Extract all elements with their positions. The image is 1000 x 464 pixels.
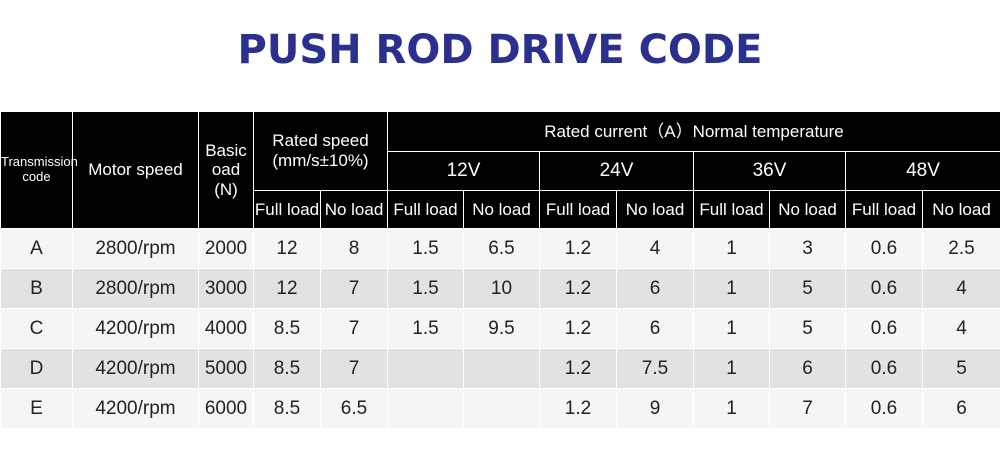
cell-speed-no: 7	[320, 348, 388, 389]
header-transmission-line1: Transmission	[1, 154, 78, 170]
header-48v-full-load: Full load	[845, 190, 923, 229]
header-basic-line1: Basic	[205, 140, 247, 160]
header-basic-line2: oad	[211, 160, 241, 180]
cell-code: E	[0, 388, 73, 429]
cell-basic-load: 4000	[198, 308, 254, 349]
cell-12v-no	[463, 348, 540, 389]
cell-speed-no: 8	[320, 228, 388, 269]
cell-12v-no: 10	[463, 268, 540, 309]
drive-code-table: Transmission code Motor speed Basic oad …	[0, 111, 1000, 429]
cell-48v-no: 4	[921, 308, 1000, 349]
cell-speed-no: 7	[320, 308, 388, 349]
header-rated-current: Rated current（A）Normal temperature	[386, 111, 1000, 152]
header-12v-no-load: No load	[463, 190, 540, 229]
table-row: E 4200/rpm 6000 8.5 6.5 1.2 9 1 7 0.6 6	[0, 388, 1000, 429]
cell-36v-no: 6	[769, 348, 846, 389]
cell-36v-full: 1	[693, 308, 770, 349]
header-speed-no-load: No load	[320, 190, 388, 229]
header-rated-speed-line2: (mm/s±10%)	[272, 151, 369, 170]
header-motor-speed: Motor speed	[72, 111, 199, 229]
cell-code: B	[0, 268, 73, 309]
header-basic-line3: (N)	[214, 179, 238, 199]
header-rated-speed: Rated speed (mm/s±10%)	[253, 111, 388, 191]
cell-48v-full: 0.6	[845, 388, 923, 429]
cell-36v-no: 3	[769, 228, 846, 269]
cell-24v-no: 6	[616, 268, 694, 309]
cell-24v-full: 1.2	[539, 388, 617, 429]
cell-12v-no: 9.5	[463, 308, 540, 349]
cell-24v-no: 4	[616, 228, 694, 269]
header-48v-no-load: No load	[921, 190, 1000, 229]
header-24v-no-load: No load	[616, 190, 694, 229]
page-title: PUSH ROD DRIVE CODE	[237, 27, 763, 73]
cell-speed-full: 8.5	[253, 308, 321, 349]
cell-48v-no: 2.5	[921, 228, 1000, 269]
cell-48v-no: 4	[921, 268, 1000, 309]
header-transmission-line2: code	[22, 169, 51, 184]
cell-basic-load: 3000	[198, 268, 254, 309]
cell-12v-full	[387, 348, 464, 389]
cell-48v-no: 5	[921, 348, 1000, 389]
cell-48v-full: 0.6	[845, 228, 923, 269]
header-voltage-12v: 12V	[387, 151, 540, 191]
header-24v-full-load: Full load	[539, 190, 617, 229]
table-row: C 4200/rpm 4000 8.5 7 1.5 9.5 1.2 6 1 5 …	[0, 308, 1000, 349]
cell-motor-speed: 4200/rpm	[72, 388, 199, 429]
cell-12v-full	[387, 388, 464, 429]
cell-basic-load: 5000	[198, 348, 254, 389]
cell-24v-no: 6	[616, 308, 694, 349]
cell-48v-full: 0.6	[845, 308, 923, 349]
cell-36v-full: 1	[693, 388, 770, 429]
header-voltage-36v: 36V	[693, 151, 846, 191]
cell-motor-speed: 2800/rpm	[72, 228, 199, 269]
cell-48v-full: 0.6	[845, 348, 923, 389]
table-row: B 2800/rpm 3000 12 7 1.5 10 1.2 6 1 5 0.…	[0, 268, 1000, 309]
cell-12v-full: 1.5	[387, 228, 464, 269]
header-voltage-24v: 24V	[539, 151, 694, 191]
table-row: A 2800/rpm 2000 12 8 1.5 6.5 1.2 4 1 3 0…	[0, 228, 1000, 269]
cell-36v-full: 1	[693, 228, 770, 269]
header-12v-full-load: Full load	[387, 190, 464, 229]
header-36v-no-load: No load	[769, 190, 846, 229]
cell-motor-speed: 4200/rpm	[72, 308, 199, 349]
header-basic-load: Basic oad (N)	[198, 111, 254, 229]
cell-speed-full: 8.5	[253, 388, 321, 429]
cell-speed-no: 6.5	[320, 388, 388, 429]
cell-24v-no: 7.5	[616, 348, 694, 389]
cell-basic-load: 6000	[198, 388, 254, 429]
cell-motor-speed: 2800/rpm	[72, 268, 199, 309]
cell-48v-full: 0.6	[845, 268, 923, 309]
cell-24v-full: 1.2	[539, 348, 617, 389]
cell-code: C	[0, 308, 73, 349]
cell-48v-no: 6	[921, 388, 1000, 429]
cell-36v-full: 1	[693, 268, 770, 309]
cell-36v-full: 1	[693, 348, 770, 389]
cell-motor-speed: 4200/rpm	[72, 348, 199, 389]
cell-speed-full: 12	[253, 228, 321, 269]
cell-speed-no: 7	[320, 268, 388, 309]
cell-24v-full: 1.2	[539, 308, 617, 349]
cell-24v-no: 9	[616, 388, 694, 429]
cell-speed-full: 12	[253, 268, 321, 309]
table-row: D 4200/rpm 5000 8.5 7 1.2 7.5 1 6 0.6 5	[0, 348, 1000, 389]
header-voltage-48v: 48V	[844, 151, 1000, 191]
header-rated-speed-line1: Rated speed	[272, 131, 369, 151]
cell-24v-full: 1.2	[539, 268, 617, 309]
cell-code: D	[0, 348, 73, 389]
cell-36v-no: 5	[769, 308, 846, 349]
cell-code: A	[0, 228, 73, 269]
header-36v-full-load: Full load	[693, 190, 770, 229]
header-speed-full-load: Full load	[253, 190, 321, 229]
cell-24v-full: 1.2	[539, 228, 617, 269]
cell-36v-no: 5	[769, 268, 846, 309]
cell-36v-no: 7	[769, 388, 846, 429]
cell-basic-load: 2000	[198, 228, 254, 269]
cell-12v-no	[463, 388, 540, 429]
header-transmission-code: Transmission code	[0, 111, 78, 229]
cell-12v-full: 1.5	[387, 268, 464, 309]
cell-speed-full: 8.5	[253, 348, 321, 389]
cell-12v-full: 1.5	[387, 308, 464, 349]
cell-12v-no: 6.5	[463, 228, 540, 269]
